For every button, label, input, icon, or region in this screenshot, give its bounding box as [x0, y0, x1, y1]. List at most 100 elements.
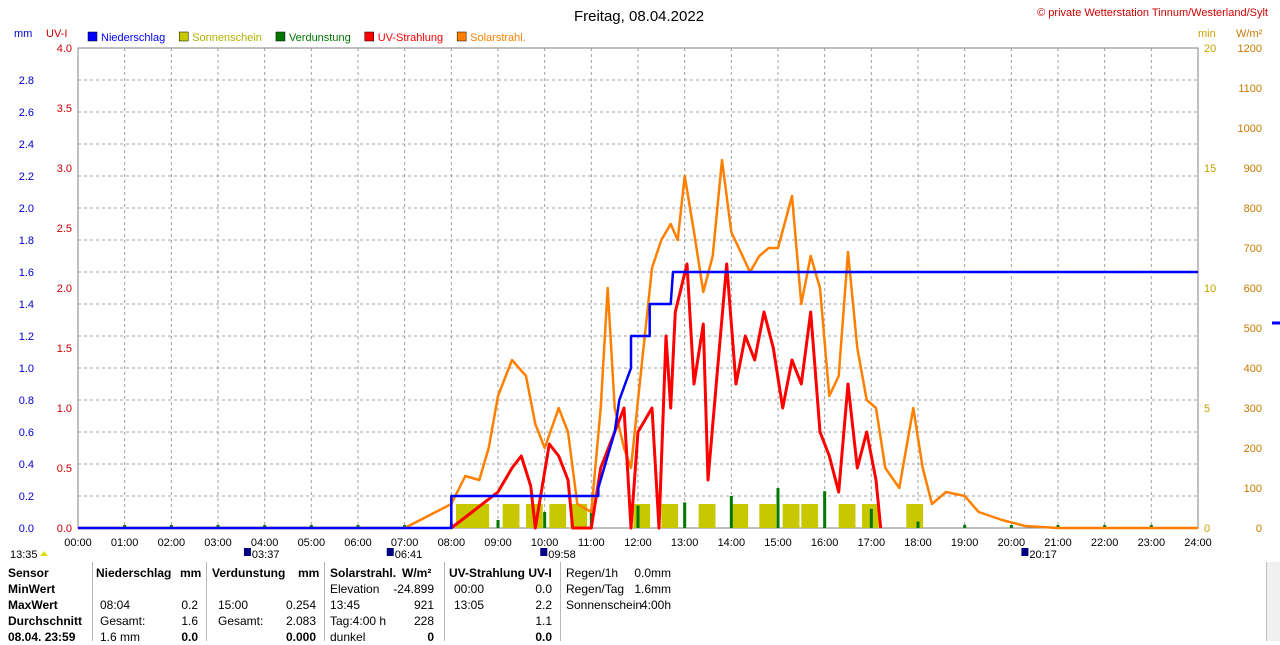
copyright-note: © private Wetterstation Tinnum/Westerlan…	[1037, 7, 1268, 19]
min-tick-label: 5	[1204, 403, 1210, 415]
wm2-tick-label: 1100	[1238, 83, 1262, 95]
sunshine-bar	[456, 504, 473, 528]
uv-tick-label: 4.0	[57, 43, 72, 55]
legend-label: Verdunstung	[289, 32, 351, 44]
x-tick-label: 24:00	[1184, 537, 1212, 549]
min-tick-label: 15	[1204, 163, 1216, 175]
column-divider	[444, 562, 445, 641]
series-layer	[78, 158, 1198, 530]
summary-label: Sonnenschein	[566, 598, 643, 612]
uv-tick-label: 0.5	[57, 463, 72, 475]
x-tick-label: 06:00	[344, 537, 372, 549]
wm2-tick-label: 500	[1244, 323, 1262, 335]
legend-label: Niederschlag	[101, 32, 165, 44]
x-tick-label: 03:00	[204, 537, 232, 549]
x-tick-label: 13:00	[671, 537, 699, 549]
x-tick-label: 08:00	[438, 537, 466, 549]
unit-wm2: W/m²	[1236, 28, 1263, 40]
sunshine-bar	[472, 504, 490, 528]
mm-tick-label: 1.2	[19, 331, 34, 343]
summary-value: 1.6mm	[634, 582, 671, 596]
wm2-tick-label: 400	[1244, 363, 1262, 375]
mm-tick-label: 0.4	[19, 459, 34, 471]
evaporation-spike	[683, 502, 687, 528]
summary-label: Regen/1h	[566, 566, 619, 580]
x-tick-label: 01:00	[111, 537, 139, 549]
sunshine-bar	[838, 504, 856, 528]
min-tick-label: 0	[1204, 523, 1210, 535]
min-tick-label: 10	[1204, 283, 1216, 295]
niederschlag-time: 08:04	[100, 598, 131, 612]
sunshine-bar	[801, 504, 819, 528]
time-markers: 13:35 03:37 06:41 09:58 20:17	[10, 548, 1057, 560]
x-tick-label: 22:00	[1091, 537, 1119, 549]
x-tick-label: 11:00	[578, 537, 605, 549]
stats-row-label: MinWert	[8, 582, 56, 596]
uv-value: 0.0	[535, 582, 552, 596]
wm2-tick-label: 200	[1244, 443, 1262, 455]
mm-tick-label: 0.0	[19, 523, 34, 535]
x-tick-label: 05:00	[298, 537, 326, 549]
wm2-tick-label: 700	[1244, 243, 1262, 255]
uv-value: 1.1	[535, 614, 552, 628]
solar-value: 228	[413, 614, 434, 628]
summary-label: Regen/Tag	[566, 582, 625, 596]
mm-tick-label: 1.0	[19, 363, 34, 375]
niederschlag-value: 1.6	[181, 614, 198, 628]
column-divider	[92, 562, 93, 641]
sun-marker-icon	[540, 548, 548, 556]
sunshine-bar	[633, 504, 651, 528]
solar-header: Solarstrahl.	[330, 566, 397, 580]
x-tick-label: 17:00	[858, 537, 886, 549]
uv-tick-label: 2.5	[57, 223, 72, 235]
niederschlag-time: Gesamt:	[100, 614, 146, 628]
evaporation-spike	[1009, 525, 1013, 528]
mm-tick-label: 0.6	[19, 427, 34, 439]
legend-label: UV-Strahlung	[378, 32, 443, 44]
mm-tick-label: 0.8	[19, 395, 34, 407]
marker-label: 03:37	[252, 549, 280, 560]
unit-min: min	[1198, 28, 1216, 40]
mm-tick-label: 1.4	[19, 299, 34, 311]
uv-tick-label: 3.5	[57, 103, 72, 115]
unit-mm: mm	[14, 28, 32, 40]
niederschlag-time: 1.6 mm	[100, 630, 141, 644]
x-tick-label: 20:00	[998, 537, 1026, 549]
scrollbar[interactable]	[1266, 562, 1280, 641]
marker-label: 06:41	[395, 549, 423, 560]
evaporation-spike	[776, 488, 780, 528]
wm2-tick-label: 1200	[1238, 43, 1262, 55]
weather-chart: Freitag, 08.04.2022 © private Wetterstat…	[10, 7, 1280, 560]
legend-swatch	[178, 31, 189, 42]
solar-time: Tag:4:00 h	[330, 614, 387, 628]
sunshine-bar	[549, 504, 567, 528]
solar-value: 921	[413, 598, 434, 612]
mm-tick-label: 1.6	[19, 267, 34, 279]
niederschlag-unit: mm	[180, 566, 202, 580]
sunshine-bar	[782, 504, 800, 528]
mm-tick-label: 2.0	[19, 203, 34, 215]
evaporation-spike	[123, 525, 127, 528]
x-tick-label: 16:00	[811, 537, 839, 549]
verdunstung-value: 2.083	[285, 614, 316, 628]
summary-value: 4:00h	[640, 598, 671, 612]
solar-value: 0	[427, 630, 434, 644]
evaporation-spike	[403, 525, 407, 528]
uv-value: 0.0	[535, 630, 552, 644]
x-tick-label: 14:00	[718, 537, 746, 549]
sunshine-bar	[570, 504, 588, 528]
sun-marker-icon	[1021, 548, 1029, 556]
evaporation-spike	[543, 512, 547, 528]
column-divider	[560, 562, 561, 641]
uv-tick-label: 1.5	[57, 343, 72, 355]
legend-swatch	[456, 31, 467, 42]
evaporation-spike	[729, 496, 733, 528]
uv-time: 13:05	[454, 598, 485, 612]
evaporation-spike	[1056, 525, 1060, 528]
wm2-tick-label: 0	[1256, 523, 1262, 535]
x-tick-label: 09:00	[484, 537, 512, 549]
sunshine-bar	[759, 504, 777, 528]
x-tick-label: 21:00	[1044, 537, 1072, 549]
uv-line	[450, 262, 883, 530]
uv-value: 2.2	[535, 598, 552, 612]
